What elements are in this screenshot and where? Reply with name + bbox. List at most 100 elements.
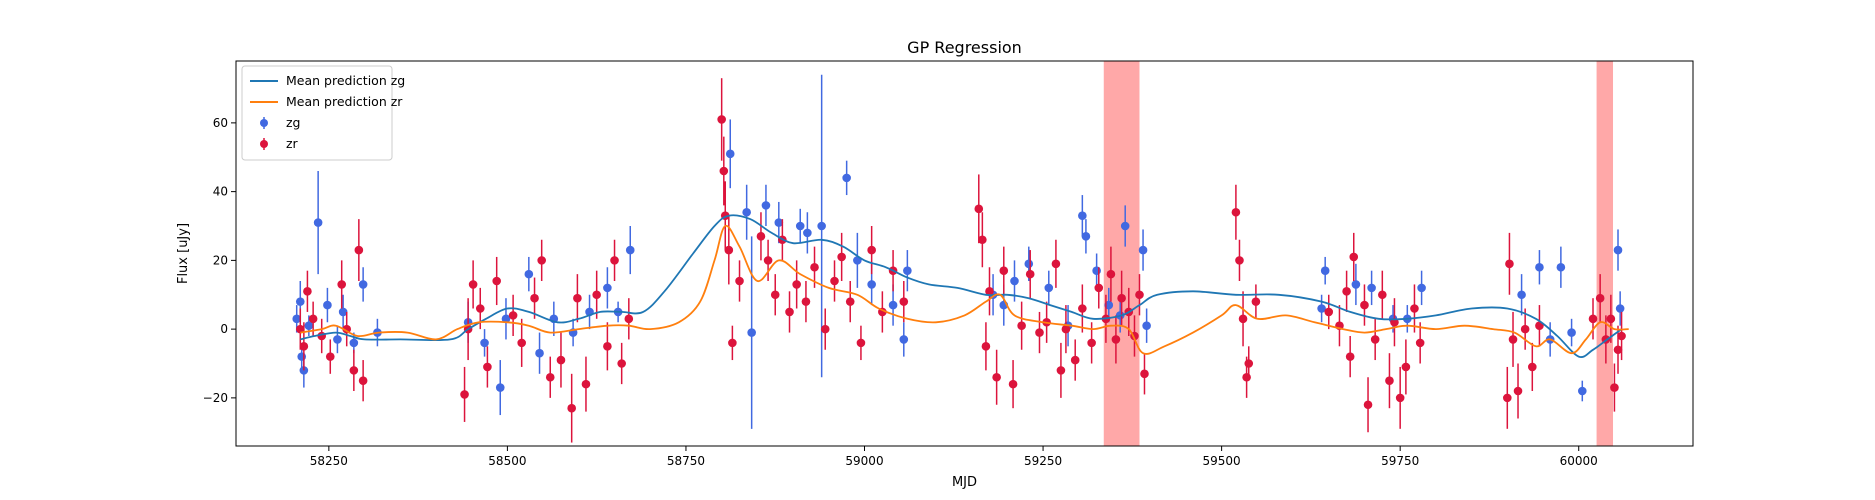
zg-marker [535, 348, 544, 358]
legend-box [241, 65, 393, 161]
zr-point [719, 136, 729, 206]
zr-point [1061, 305, 1071, 354]
zr-marker [1513, 386, 1523, 396]
zg-point [1320, 256, 1330, 285]
zr-marker [354, 245, 364, 255]
zr-marker [295, 324, 305, 334]
zr-marker [978, 235, 987, 245]
zg-marker [774, 218, 784, 227]
zr-point [1395, 366, 1405, 429]
zr-point [1335, 305, 1344, 347]
zr-point [508, 294, 518, 336]
zr-point [1410, 284, 1419, 333]
zr-point [1535, 305, 1544, 347]
zg-marker [480, 338, 489, 348]
zr-point [1520, 308, 1530, 350]
zr-marker [1238, 314, 1248, 324]
zg-point [603, 267, 612, 309]
legend-label: Mean prediction zg [286, 73, 405, 88]
zr-marker [801, 297, 811, 306]
zr-point [325, 339, 335, 374]
zr-point [342, 311, 352, 347]
zr-point [770, 274, 780, 316]
zg-marker [1078, 211, 1087, 220]
zg-point [1577, 380, 1587, 402]
zr-point [837, 232, 846, 281]
zr-marker [1070, 355, 1080, 365]
zr-marker [763, 256, 773, 265]
zr-point [603, 322, 612, 371]
zr-marker [1140, 369, 1149, 379]
zg-point [1142, 308, 1151, 343]
zg-marker [1010, 276, 1019, 286]
zr-point [1111, 315, 1121, 364]
zr-point [545, 356, 555, 398]
zr-point [624, 298, 634, 340]
zr-marker [1508, 335, 1518, 344]
zr-point [1135, 274, 1144, 316]
zr-marker [735, 276, 744, 286]
mean-prediction-lines [300, 214, 1629, 358]
zg-point [549, 301, 559, 336]
zg-marker [1092, 266, 1101, 275]
zr-marker [1345, 352, 1355, 361]
zr-point [1610, 363, 1619, 412]
zg-marker [1317, 304, 1326, 313]
zr-point [1415, 322, 1425, 364]
zg-point [742, 184, 751, 240]
zr-point [303, 270, 312, 312]
zr-point [1370, 318, 1380, 361]
legend-entry: zg [260, 115, 301, 130]
zr-point [845, 281, 855, 323]
zr-marker [1051, 259, 1061, 269]
x-tick-label: 58750 [667, 454, 705, 468]
zr-point [1117, 270, 1126, 326]
zr-point [1025, 250, 1035, 299]
zr-point [981, 322, 991, 371]
zr-marker [1244, 359, 1254, 368]
zr-marker [1378, 290, 1387, 300]
zg-marker [1351, 280, 1361, 289]
zr-point [517, 318, 526, 367]
zr-point [483, 346, 492, 388]
zg-point [899, 322, 909, 357]
zr-marker [1595, 293, 1605, 303]
zg-marker [323, 300, 332, 310]
zr-point [728, 325, 737, 361]
zg-point [358, 267, 368, 302]
zr-point [556, 332, 566, 388]
zr-point [1078, 284, 1087, 333]
zr-point [1349, 232, 1359, 281]
zr-point [581, 356, 591, 412]
x-axis-label: MJD [952, 475, 977, 490]
zg-point [725, 119, 735, 189]
zr-marker [537, 256, 546, 265]
x-tick-label: 59000 [845, 454, 883, 468]
y-tick-label: 0 [220, 322, 228, 336]
zr-marker [1061, 324, 1071, 334]
zr-marker [724, 245, 734, 255]
zg-point [333, 325, 342, 354]
zr-point [830, 260, 839, 302]
legend: Mean prediction zg Mean prediction zr zg zr [241, 65, 405, 161]
zr-point [1503, 366, 1512, 429]
zr-marker [1111, 335, 1121, 344]
zr-point [1528, 342, 1537, 391]
zr-point [299, 322, 309, 371]
zr-marker [1415, 338, 1425, 348]
shaded-region-2 [1596, 61, 1614, 446]
zr-marker [974, 204, 984, 214]
mean-prediction-zg-line [300, 214, 1623, 358]
zg-point [1351, 263, 1361, 306]
zr-marker [1017, 321, 1026, 330]
zr-marker [581, 379, 591, 389]
zr-marker [1363, 400, 1373, 410]
zg-point [1092, 253, 1101, 288]
zr-point [1017, 301, 1026, 350]
zg-marker [1367, 283, 1376, 293]
zr-marker [792, 280, 801, 289]
legend-label: zr [286, 136, 299, 151]
zg-marker [888, 300, 898, 310]
zr-marker [1588, 314, 1598, 324]
